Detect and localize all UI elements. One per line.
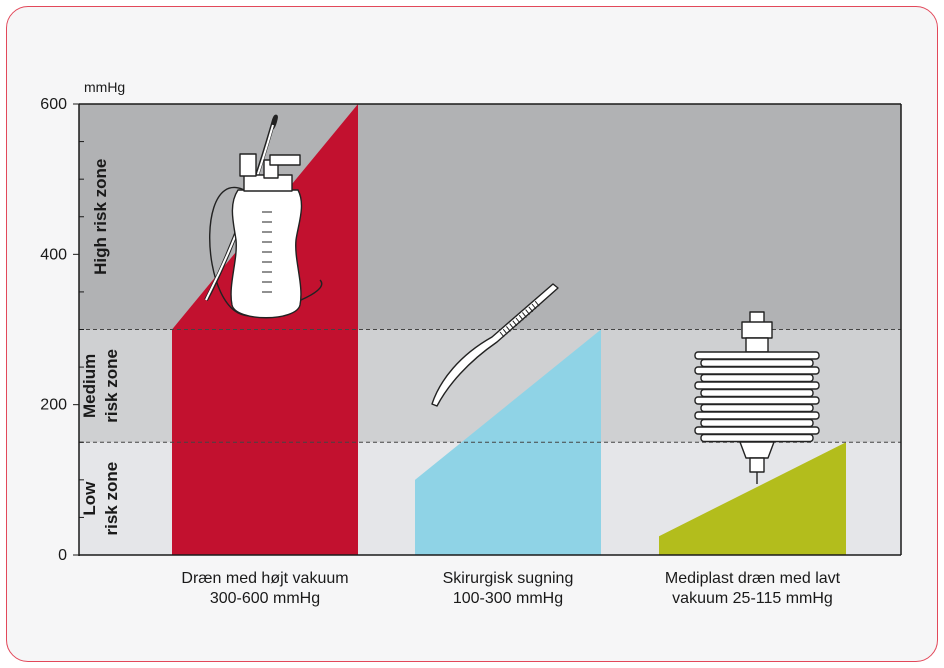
grip-ridge: [534, 300, 540, 307]
bellows-base: [739, 441, 775, 459]
bellows-fold: [700, 433, 814, 443]
grip-ridge: [522, 312, 527, 318]
grip-ridge: [528, 306, 534, 313]
series-area-2: [659, 442, 846, 555]
y-tick-label: 400: [40, 246, 67, 263]
bellows-outlet: [749, 457, 765, 473]
grip-ridge: [506, 326, 511, 332]
zone-label-0: risk zone: [102, 462, 121, 536]
bellows-fold: [694, 411, 820, 420]
bellows-fold: [700, 388, 814, 398]
y-tick-label: 600: [40, 96, 67, 113]
zone-label-2: High risk zone: [91, 159, 110, 275]
category-label-2: Mediplast dræn med lavt: [665, 570, 841, 587]
drain-bottle-icon: [204, 114, 323, 319]
grip-ridge: [512, 320, 518, 327]
tube-loop-inner: [205, 124, 274, 301]
grip-ridge: [525, 309, 530, 315]
grip-ridge: [515, 317, 521, 324]
category-label-1: 100-300 mmHg: [453, 590, 563, 607]
tube: [209, 187, 323, 317]
grip-ridge: [518, 314, 524, 321]
grip-ridge: [499, 331, 505, 338]
zone-label-1: Medium: [80, 354, 99, 418]
bellows-fold: [694, 381, 820, 390]
port-left: [239, 153, 257, 177]
y-axis-unit-label: mmHg: [84, 79, 125, 95]
category-label-1: Skirurgisk sugning: [443, 570, 574, 587]
zone-label-0: Low: [80, 481, 99, 516]
bellows-fold: [700, 373, 814, 383]
bellows-valve: [745, 337, 769, 353]
bellows-fold: [694, 426, 820, 435]
bellows-drain-icon: [694, 311, 820, 484]
y-tick-label: 200: [40, 397, 67, 414]
suction-body: [431, 283, 559, 407]
bellows-fold: [694, 351, 820, 360]
bellows-fold: [694, 366, 820, 375]
bellows-fold: [694, 396, 820, 405]
bellows-fold: [700, 418, 814, 428]
bottle-body: [230, 189, 303, 319]
grip-ridge: [531, 303, 537, 310]
suction-tip-icon: [431, 283, 559, 407]
grip-ridge: [509, 323, 514, 329]
category-label-0: Dræn med højt vakuum: [181, 570, 348, 587]
bellows-fold: [700, 403, 814, 413]
grip-ridge: [502, 328, 508, 335]
clip: [269, 154, 301, 166]
category-label-2: vakuum 25-115 mmHg: [672, 590, 833, 607]
bellows-fold: [700, 358, 814, 368]
zone-label-1: risk zone: [102, 349, 121, 423]
category-label-0: 300-600 mmHg: [210, 590, 320, 607]
y-tick-label: 0: [58, 547, 67, 564]
bellows-neck: [741, 321, 773, 339]
